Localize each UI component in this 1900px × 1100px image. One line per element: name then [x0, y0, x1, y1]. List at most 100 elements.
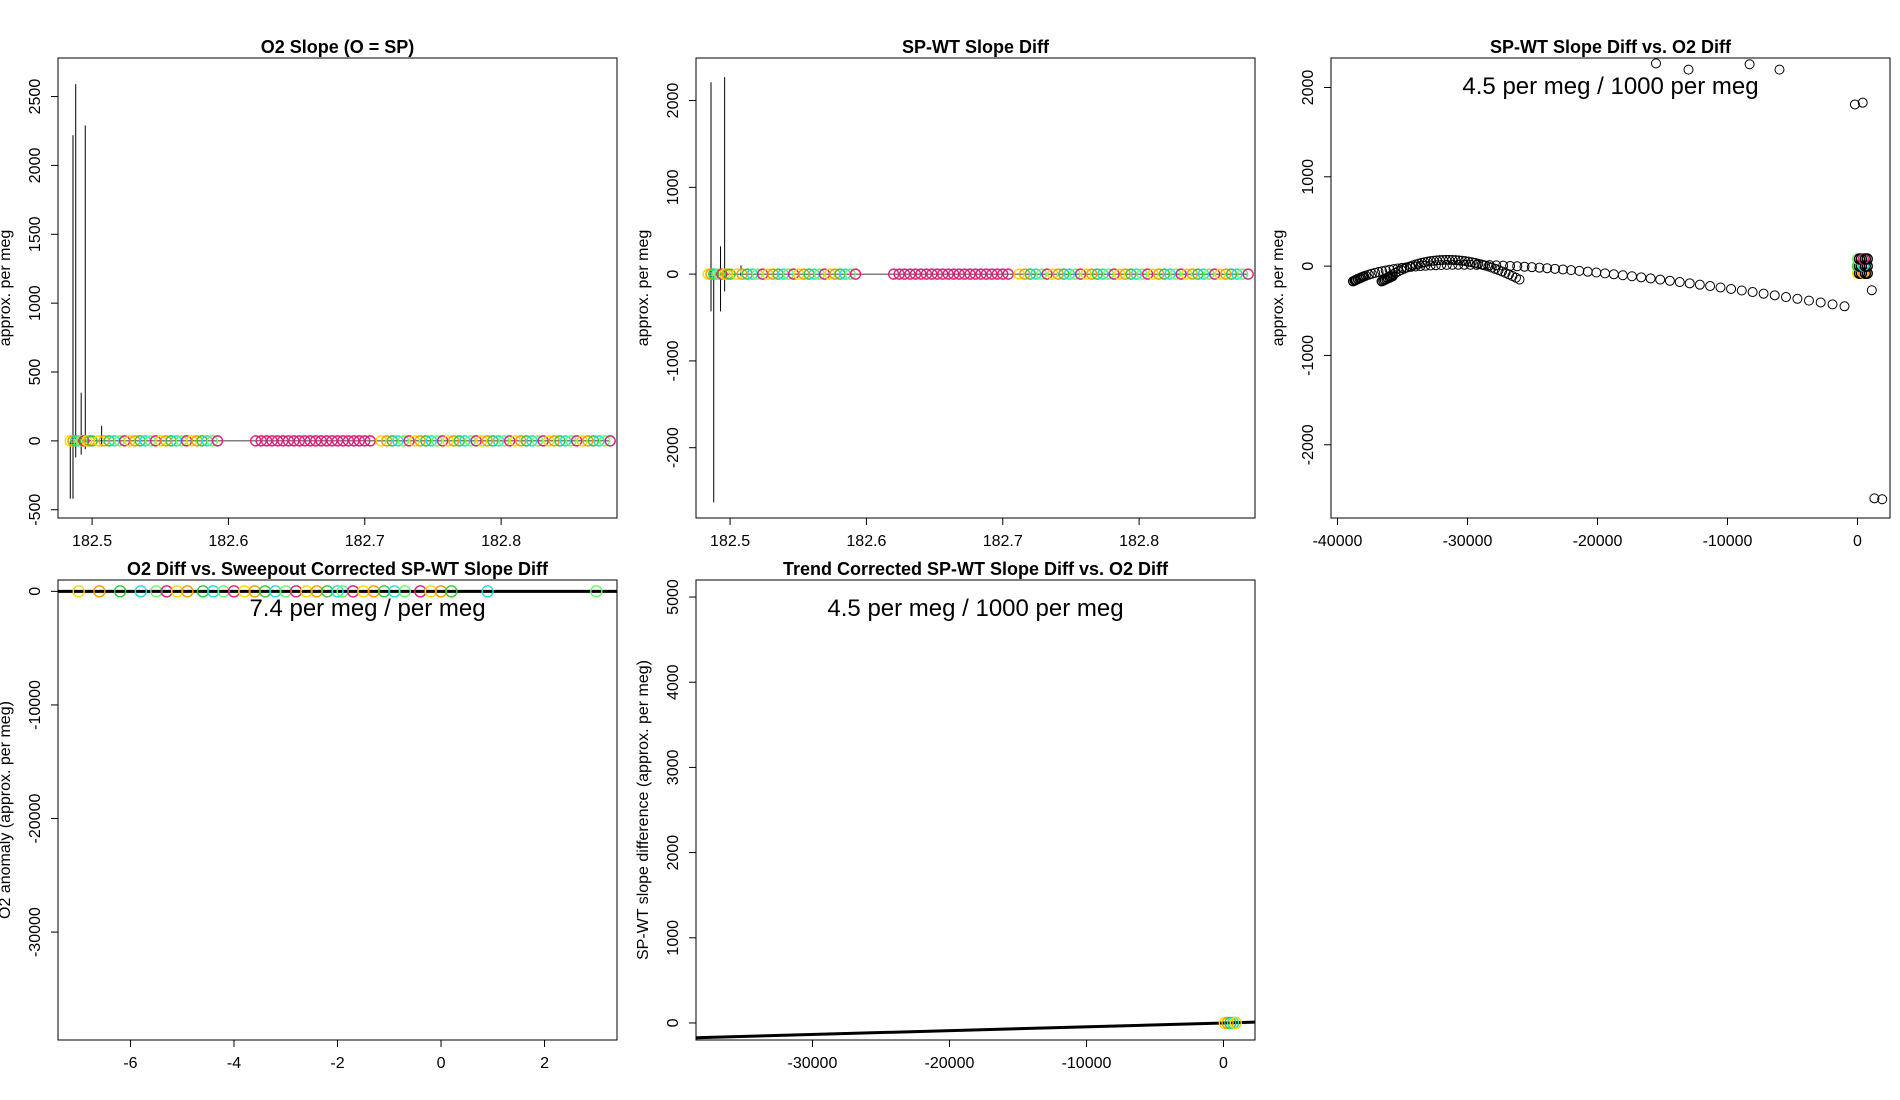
- data-point: [459, 435, 471, 447]
- data-point: [1141, 268, 1154, 280]
- data-point: [487, 435, 499, 447]
- data-point: [1803, 295, 1814, 306]
- data-point: [255, 435, 267, 447]
- data-point: [403, 435, 415, 447]
- data-point: [515, 435, 527, 447]
- y-tick-label: 2000: [665, 835, 682, 871]
- data-point: [364, 435, 376, 447]
- data-layer: [696, 1016, 1255, 1040]
- data-point: [1514, 274, 1525, 285]
- slope-annotation: 4.5 per meg / 1000 per meg: [827, 595, 1123, 622]
- data-point: [1651, 58, 1661, 69]
- data-point: [1674, 277, 1685, 288]
- plot-frame: [1330, 57, 1891, 519]
- y-axis-label: approx. per meg: [1270, 230, 1287, 347]
- data-point: [991, 268, 1004, 280]
- data-point: [1827, 299, 1838, 310]
- data-point: [1108, 268, 1120, 280]
- chart-panel-1: O2 Slope (O = SP) approx. per meg 182.5 182…: [0, 37, 618, 550]
- y-tick-label: -2000: [1300, 424, 1317, 465]
- data-point: [576, 435, 588, 447]
- x-tick-label: 182.8: [481, 533, 521, 550]
- data-point: [1484, 260, 1495, 271]
- chart-title: O2 Slope (O = SP): [261, 37, 415, 57]
- plot-frame: [57, 57, 618, 519]
- data-point: [425, 435, 438, 447]
- data-point: [299, 435, 311, 447]
- data-point: [271, 435, 284, 447]
- data-point: [969, 268, 982, 280]
- data-point: [282, 435, 295, 447]
- data-point: [1534, 262, 1545, 273]
- x-tick-label: -30000: [1443, 533, 1493, 550]
- data-point: [445, 585, 458, 598]
- data-point: [442, 435, 454, 447]
- x-tick-label: 0: [1219, 1055, 1228, 1072]
- data-point: [1450, 255, 1461, 266]
- data-point: [337, 435, 349, 447]
- data-point: [942, 268, 954, 280]
- data-point: [1460, 256, 1471, 267]
- data-point: [315, 435, 327, 447]
- x-tick-label: -30000: [788, 1055, 838, 1072]
- data-point: [1780, 292, 1791, 303]
- data-point: [1608, 269, 1619, 280]
- data-point: [582, 435, 594, 447]
- chart-title: SP-WT Slope Diff vs. O2 Diff: [1490, 37, 1732, 57]
- data-point: [1617, 270, 1628, 281]
- data-point: [898, 268, 911, 280]
- data-point: [1058, 268, 1070, 280]
- data-point: [1119, 268, 1131, 280]
- data-point: [1074, 268, 1087, 280]
- data-point: [1147, 268, 1159, 280]
- data-point: [1769, 290, 1780, 301]
- data-point: [1664, 275, 1675, 286]
- data-point: [1542, 263, 1553, 274]
- data-point: [1002, 268, 1014, 280]
- data-point: [1113, 268, 1126, 280]
- data-point: [1683, 64, 1694, 75]
- data-point: [1557, 264, 1568, 275]
- data-point: [1197, 268, 1210, 280]
- data-point: [909, 268, 922, 280]
- y-tick-label: 1000: [665, 169, 682, 205]
- data-point: [1175, 268, 1187, 280]
- chart-title: SP-WT Slope Diff: [902, 37, 1050, 57]
- data-point: [1030, 268, 1042, 280]
- data-point: [593, 435, 605, 447]
- data-point: [1186, 268, 1199, 280]
- data-point: [331, 435, 344, 447]
- y-tick-label: 3000: [665, 750, 682, 786]
- data-point: [509, 435, 521, 447]
- y-tick-label: 1500: [27, 216, 44, 252]
- data-point: [86, 435, 98, 447]
- data-point: [1125, 268, 1137, 280]
- data-point: [937, 268, 949, 280]
- data-point: [554, 435, 566, 447]
- data-point: [1715, 282, 1726, 293]
- data-point: [1236, 268, 1249, 280]
- data-point: [1242, 268, 1254, 280]
- data-point: [375, 435, 387, 447]
- data-point: [565, 435, 577, 447]
- data-point: [1220, 268, 1232, 280]
- data-point: [543, 435, 555, 447]
- data-point: [1626, 271, 1637, 282]
- y-tick-label: 0: [27, 436, 44, 445]
- x-tick-label: -4: [227, 1055, 241, 1072]
- y-tick-label: 1000: [665, 920, 682, 956]
- data-point: [1373, 267, 1384, 278]
- slope-annotation: 7.4 per meg / per meg: [249, 595, 485, 622]
- data-point: [397, 435, 410, 447]
- data-point: [1655, 274, 1666, 285]
- data-point: [1453, 255, 1464, 266]
- data-point: [926, 268, 938, 280]
- data-point: [1684, 278, 1695, 289]
- data-point: [453, 435, 466, 447]
- slope-annotation: 4.5 per meg / 1000 per meg: [1462, 73, 1758, 100]
- data-point: [1102, 268, 1115, 280]
- data-point: [931, 268, 944, 280]
- data-point: [953, 268, 965, 280]
- data-point: [398, 585, 411, 598]
